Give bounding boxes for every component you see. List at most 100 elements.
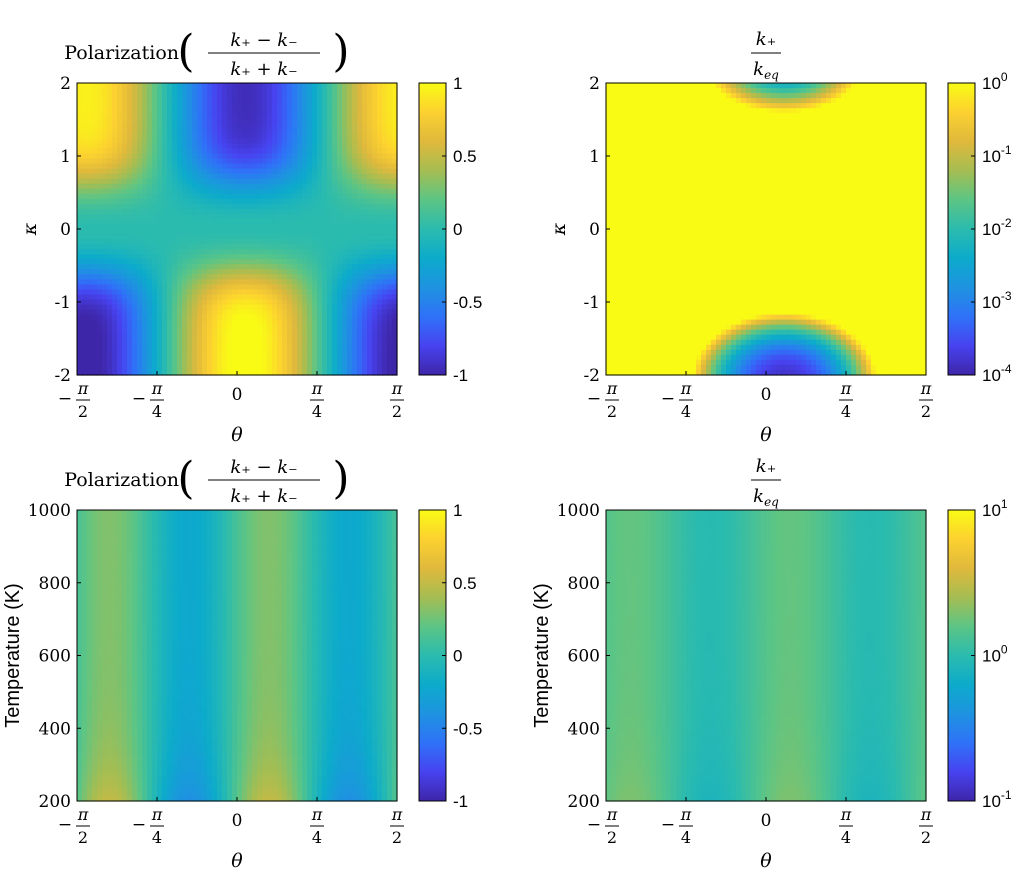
heatmap-cell [152, 163, 158, 170]
heatmap-cell [342, 223, 348, 230]
heatmap-cell [686, 344, 692, 351]
heatmap-cell [676, 188, 682, 195]
heatmap-cell [362, 123, 368, 129]
heatmap-cell [372, 359, 378, 366]
heatmap-cell [262, 284, 268, 291]
heatmap-cell [122, 364, 128, 371]
heatmap-cell [152, 354, 158, 361]
heatmap-cell [262, 234, 268, 240]
heatmap-cell [182, 269, 188, 275]
heatmap-cell [352, 229, 358, 235]
heatmap-cell [177, 239, 183, 245]
heatmap-cell [252, 349, 258, 356]
heatmap-cell [656, 239, 662, 245]
heatmap-cell [382, 234, 388, 240]
heatmap-cell [282, 364, 288, 371]
heatmap-cell [661, 334, 667, 341]
heatmap-cell [202, 123, 208, 129]
heatmap-cell [611, 299, 617, 306]
heatmap-cell [257, 208, 263, 215]
heatmap-cell [192, 259, 198, 265]
heatmap-cell [97, 128, 103, 134]
heatmap-cell [242, 359, 248, 366]
heatmap-cell [167, 103, 173, 109]
heatmap-cell [227, 143, 233, 150]
heatmap-cell [302, 123, 308, 129]
heatmap-cell [242, 208, 248, 215]
heatmap-cell [127, 218, 133, 225]
heatmap-cell [112, 103, 118, 109]
heatmap-cell [127, 324, 133, 331]
heatmap-cell [671, 193, 677, 200]
heatmap-cell [636, 203, 642, 210]
heatmap-cell [626, 113, 632, 119]
heatmap-cell [312, 244, 318, 250]
heatmap-cell [347, 133, 353, 139]
heatmap-cell [112, 183, 118, 190]
heatmap-cell [292, 239, 298, 245]
heatmap-cell [646, 264, 652, 270]
heatmap-cell [242, 294, 248, 301]
heatmap-cell [227, 128, 233, 134]
heatmap-cell [372, 349, 378, 356]
heatmap-cell [357, 359, 363, 366]
heatmap-cell [616, 329, 622, 336]
heatmap-cell [142, 274, 148, 280]
heatmap-cell [192, 198, 198, 205]
heatmap-cell [197, 218, 203, 225]
heatmap-cell [172, 259, 178, 265]
heatmap-cell [242, 83, 248, 89]
heatmap-cell [257, 344, 263, 351]
heatmap-cell [701, 349, 707, 356]
heatmap-cell [207, 103, 213, 109]
heatmap-cell [327, 334, 333, 341]
heatmap-cell [127, 234, 133, 240]
heatmap-cell [372, 143, 378, 150]
heatmap-cell [102, 208, 108, 215]
heatmap-cell [257, 183, 263, 190]
heatmap-cell [357, 274, 363, 280]
heatmap-cell [681, 359, 687, 366]
heatmap-cell [387, 249, 393, 255]
heatmap-cell [87, 158, 93, 165]
heatmap-cell [701, 153, 707, 160]
heatmap-cell [332, 264, 338, 270]
heatmap-cell [137, 369, 143, 376]
heatmap-cell [631, 108, 637, 114]
heatmap-cell [616, 198, 622, 205]
heatmap-cell [87, 229, 93, 235]
heatmap-cell [137, 329, 143, 336]
heatmap-cell [362, 334, 368, 341]
heatmap-cell [87, 344, 93, 351]
heatmap-cell [317, 188, 323, 195]
heatmap-cell [382, 309, 388, 316]
heatmap-cell [107, 329, 113, 336]
heatmap-cell [681, 289, 687, 296]
heatmap-cell [212, 118, 218, 124]
heatmap-cell [312, 369, 318, 376]
heatmap-cell [247, 364, 253, 371]
heatmap-cell [77, 349, 83, 356]
heatmap-cell [377, 153, 383, 160]
heatmap-cell [392, 118, 398, 124]
heatmap-cell [227, 364, 233, 371]
heatmap-cell [696, 113, 702, 119]
heatmap-cell [696, 294, 702, 301]
colorbar-tick-label-0: 1 [453, 74, 462, 93]
heatmap-cell [357, 239, 363, 245]
heatmap-cell [97, 123, 103, 129]
heatmap-cell [167, 364, 173, 371]
heatmap-cell [307, 83, 313, 89]
heatmap-cell [696, 239, 702, 245]
heatmap-cell [97, 364, 103, 371]
heatmap-cell [302, 223, 308, 230]
heatmap-cell [661, 299, 667, 306]
heatmap-cell [616, 349, 622, 356]
heatmap-cell [207, 178, 213, 185]
heatmap-cell [127, 344, 133, 351]
heatmap-cell [641, 264, 647, 270]
heatmap-cell [676, 148, 682, 155]
heatmap-cell [167, 203, 173, 210]
heatmap-cell [636, 334, 642, 341]
heatmap-cell [387, 334, 393, 341]
